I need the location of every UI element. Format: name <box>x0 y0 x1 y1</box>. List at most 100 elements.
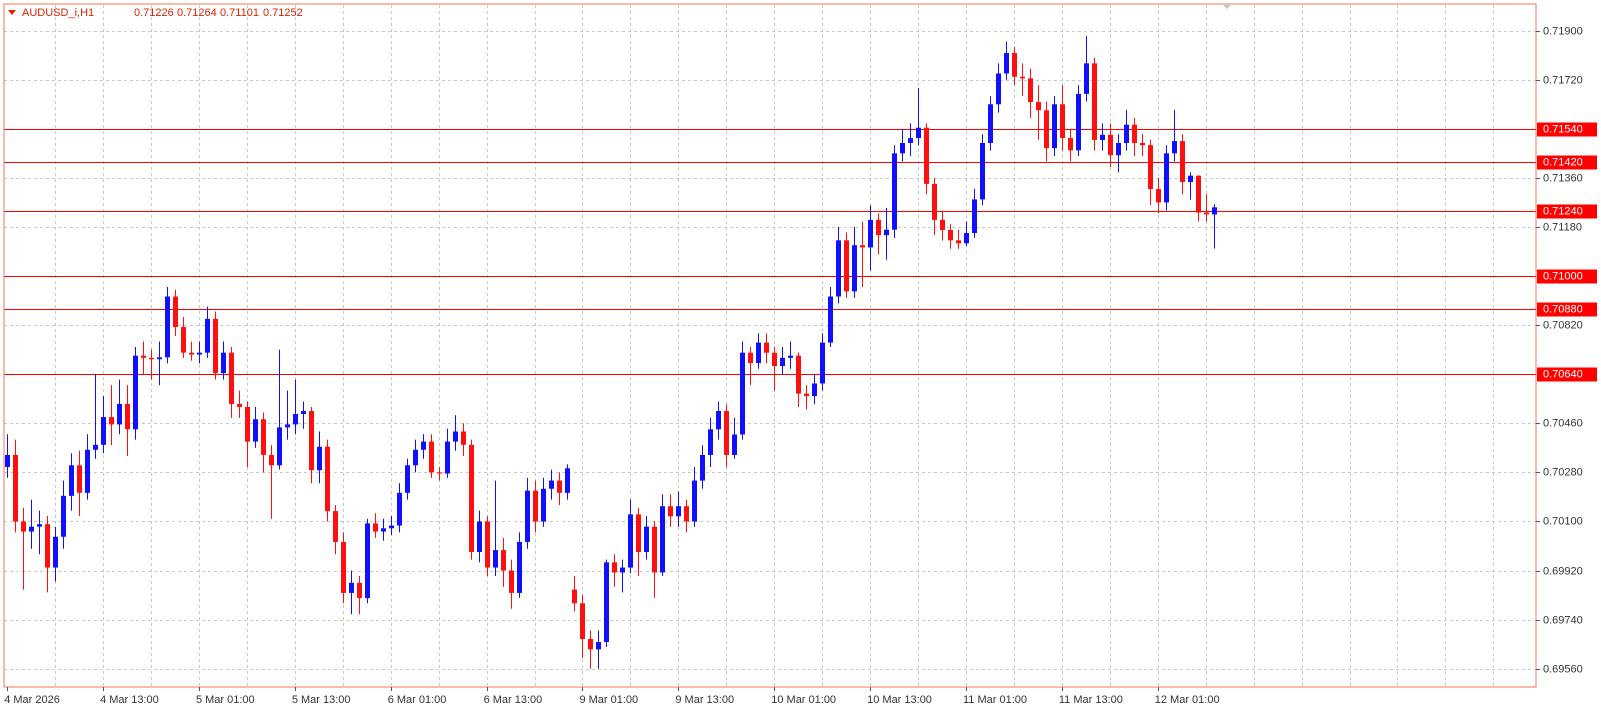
y-tick-label: 0.70820 <box>1543 319 1583 331</box>
level-label: 0.71000 <box>1543 270 1583 282</box>
x-tick-label: 10 Mar 01:00 <box>771 694 836 706</box>
candle-body <box>69 465 74 496</box>
axes: 0.71900 0.71720 0.71360 0.71180 0.70820 0.704… <box>4 25 1597 706</box>
candle-body <box>1028 78 1033 103</box>
candle-body <box>509 570 514 593</box>
candle-body <box>964 232 969 244</box>
candle-body <box>1036 102 1041 111</box>
candle-body <box>924 127 929 184</box>
candle-body <box>780 357 785 367</box>
y-tick-label: 0.69740 <box>1543 614 1583 626</box>
candle-body <box>708 429 713 455</box>
candle-body <box>980 142 985 200</box>
candle-body <box>724 411 729 455</box>
candle-body <box>237 403 242 407</box>
candle-body <box>804 393 809 397</box>
candle-body <box>53 536 58 568</box>
candle-body <box>572 589 577 604</box>
candle-body <box>828 296 833 343</box>
candle-body <box>660 506 665 573</box>
shift-marker <box>1222 4 1232 9</box>
candle-body <box>956 240 961 244</box>
y-tick-label: 0.69560 <box>1543 663 1583 675</box>
candle-body <box>77 465 82 493</box>
candle-body <box>517 541 522 593</box>
candle-body <box>397 492 402 526</box>
candle-body <box>796 355 801 394</box>
candle-body <box>860 245 865 248</box>
candle-body <box>700 454 705 481</box>
candle-body <box>748 352 753 364</box>
candle-body <box>5 454 10 467</box>
candle-body <box>301 411 306 415</box>
candle-body <box>421 441 426 450</box>
candle-body <box>525 490 530 542</box>
candle-body <box>1172 141 1177 154</box>
candle-body <box>293 414 298 425</box>
y-tick-label: 0.70460 <box>1543 417 1583 429</box>
candle-body <box>325 446 330 512</box>
candle-body <box>29 526 34 532</box>
levels <box>4 129 1536 375</box>
candle-body <box>373 523 378 532</box>
ohlc-high: 0.71264 <box>177 7 217 19</box>
candle-body <box>596 642 601 650</box>
candle-body <box>684 506 689 522</box>
candle-body <box>85 449 90 493</box>
candle-body <box>213 318 218 374</box>
candle-body <box>285 424 290 428</box>
candle-body <box>644 526 649 553</box>
candle-body <box>1060 104 1065 139</box>
candle-body <box>125 403 130 430</box>
candle-body <box>157 357 162 360</box>
candle-body <box>389 525 394 529</box>
candle-body <box>1100 134 1105 140</box>
candle-body <box>1132 124 1137 143</box>
candle-body <box>181 327 186 353</box>
candle-body <box>996 73 1001 105</box>
x-tick-label: 11 Mar 01:00 <box>963 694 1027 706</box>
candle-body <box>501 550 506 571</box>
x-tick-label: 9 Mar 01:00 <box>579 694 638 706</box>
candle-body <box>692 480 697 522</box>
candle-body <box>221 352 226 374</box>
candle-body <box>21 521 26 532</box>
candle-body <box>1108 134 1113 156</box>
candle-body <box>429 441 434 473</box>
candle-body <box>165 296 170 358</box>
candle-body <box>908 138 913 143</box>
level-label-box <box>1537 204 1597 219</box>
candle-body <box>205 318 210 353</box>
candle-body <box>868 219 873 248</box>
candle-body <box>1140 142 1145 146</box>
candle-body <box>309 411 314 471</box>
menu-arrow[interactable] <box>8 10 16 15</box>
candle-body <box>604 562 609 643</box>
candle-body <box>1212 207 1217 215</box>
candle-body <box>1084 63 1089 94</box>
candle-body <box>405 465 410 493</box>
candle-body <box>37 524 42 527</box>
candle-body <box>61 495 66 537</box>
candle-body <box>740 352 745 435</box>
candle-body <box>117 403 122 425</box>
candle-body <box>892 153 897 230</box>
candle-body <box>636 514 641 553</box>
y-tick-label: 0.70100 <box>1543 515 1583 527</box>
candle-body <box>1204 212 1209 215</box>
candle-body <box>469 444 474 553</box>
candle-body <box>133 355 138 430</box>
candle-body <box>620 567 625 573</box>
candle-body <box>812 383 817 397</box>
candle-body <box>93 444 98 450</box>
candle-body <box>884 229 889 236</box>
candle-body <box>101 417 106 445</box>
candle-body <box>1076 93 1081 151</box>
candle-body <box>485 521 490 568</box>
candle-body <box>253 419 258 442</box>
candle-body <box>365 523 370 599</box>
candle-body <box>261 419 266 455</box>
candle-body <box>612 562 617 573</box>
candle-body <box>716 411 721 430</box>
